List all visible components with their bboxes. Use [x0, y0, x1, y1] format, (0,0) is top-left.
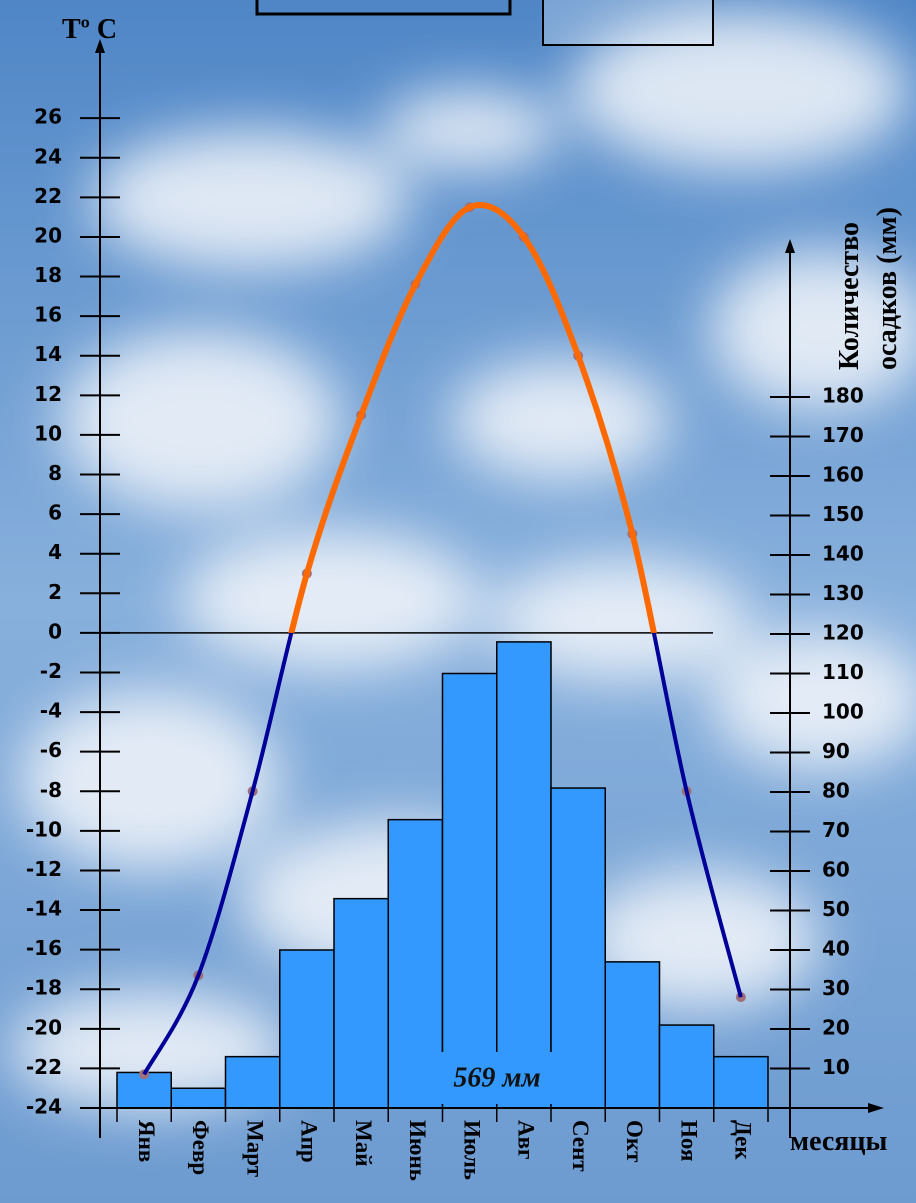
y2-tick-label: 90 — [822, 739, 850, 763]
line-below — [142, 632, 743, 1076]
y-tick-label: -10 — [26, 817, 62, 841]
y2-tick-label: 70 — [822, 818, 850, 842]
y-tick-label: -12 — [26, 857, 62, 881]
y2-tick-label: 140 — [822, 542, 864, 566]
x-axis-arrow — [868, 1103, 884, 1113]
y-tick-label: 14 — [34, 342, 62, 366]
y-tick-label: -2 — [40, 659, 62, 683]
y-tick-label: 26 — [34, 105, 62, 129]
clouds — [10, 10, 916, 1110]
x-tick-label: Апр — [297, 1120, 322, 1163]
x-axis-title: месяцы — [790, 1126, 888, 1157]
y2-tick-label: 120 — [822, 621, 864, 645]
y2-axis-title: осадков (мм) — [872, 207, 903, 370]
y-tick-label: 12 — [34, 382, 62, 406]
x-tick-label: Дек — [731, 1120, 756, 1160]
bar — [170, 1087, 227, 1109]
y2-tick-label: 40 — [822, 937, 850, 961]
y-tick-label: 24 — [34, 144, 62, 168]
y-tick-label: -6 — [40, 738, 62, 762]
y-tick-label: 18 — [34, 263, 62, 287]
y2-tick-label: 150 — [822, 502, 864, 526]
y2-tick-label: 20 — [822, 1016, 850, 1040]
y-tick-label: -20 — [26, 1015, 62, 1039]
x-tick-label: Март — [242, 1120, 267, 1178]
y2-tick-label: 80 — [822, 779, 850, 803]
bar — [550, 787, 606, 1109]
bar — [279, 949, 335, 1109]
x-tick-label: Авг — [514, 1120, 539, 1159]
y-tick-label: -22 — [26, 1055, 62, 1079]
y-tick-label: -4 — [40, 699, 62, 723]
y-tick-label: 20 — [34, 223, 62, 247]
bar — [387, 818, 444, 1109]
y-tick-label: 8 — [48, 461, 62, 485]
bar — [713, 1055, 769, 1109]
x-tick-label: Июнь — [405, 1120, 430, 1181]
top-box — [542, 0, 714, 46]
y2-axis-title: Количество — [834, 222, 865, 370]
y2-tick-label: 180 — [822, 384, 864, 408]
y2-tick-label: 130 — [822, 581, 864, 605]
y-tick-label: -8 — [40, 778, 62, 802]
x-tick-label: Июль — [459, 1120, 484, 1180]
y2-tick-label: 110 — [822, 660, 864, 684]
y-tick-label: -16 — [26, 936, 62, 960]
bar — [441, 672, 498, 1109]
y-axis-title: Tº C — [62, 14, 117, 45]
x-tick-label: Окт — [622, 1120, 647, 1163]
y2-axis-arrow — [785, 239, 795, 253]
x-tick-label: Февр — [188, 1120, 213, 1175]
annotation-box — [440, 1052, 555, 1104]
x-tick-label: Ноя — [676, 1120, 701, 1161]
annotation: 569 мм — [453, 1062, 540, 1093]
top-box — [255, 0, 512, 16]
y-tick-label: 16 — [34, 303, 62, 327]
y2-tick-label: 60 — [822, 858, 850, 882]
y-tick-label: -14 — [26, 897, 62, 921]
y2-tick-label: 170 — [822, 423, 864, 447]
y-tick-label: -18 — [26, 976, 62, 1000]
x-tick-label: Янв — [134, 1120, 159, 1162]
bar — [658, 1024, 715, 1109]
bar — [604, 961, 661, 1109]
y-tick-label: -24 — [26, 1095, 62, 1119]
y-tick-label: 2 — [48, 580, 62, 604]
bar — [224, 1055, 281, 1109]
y-axis-arrow — [95, 39, 105, 53]
line-above — [288, 201, 657, 633]
y2-tick-label: 30 — [822, 976, 850, 1000]
y-tick-label: 22 — [34, 184, 62, 208]
y2-tick-label: 50 — [822, 897, 850, 921]
y2-tick-label: 10 — [822, 1055, 850, 1079]
y2-tick-label: 160 — [822, 463, 864, 487]
x-tick-label: Май — [351, 1120, 376, 1166]
y-tick-label: 10 — [34, 421, 62, 445]
y-tick-label: 4 — [48, 540, 62, 564]
y2-tick-label: 100 — [822, 700, 864, 724]
bar — [496, 641, 552, 1109]
y-tick-label: 6 — [48, 501, 62, 525]
y-tick-label: 0 — [48, 619, 62, 643]
bar — [333, 897, 389, 1109]
x-tick-label: Сент — [568, 1120, 593, 1172]
